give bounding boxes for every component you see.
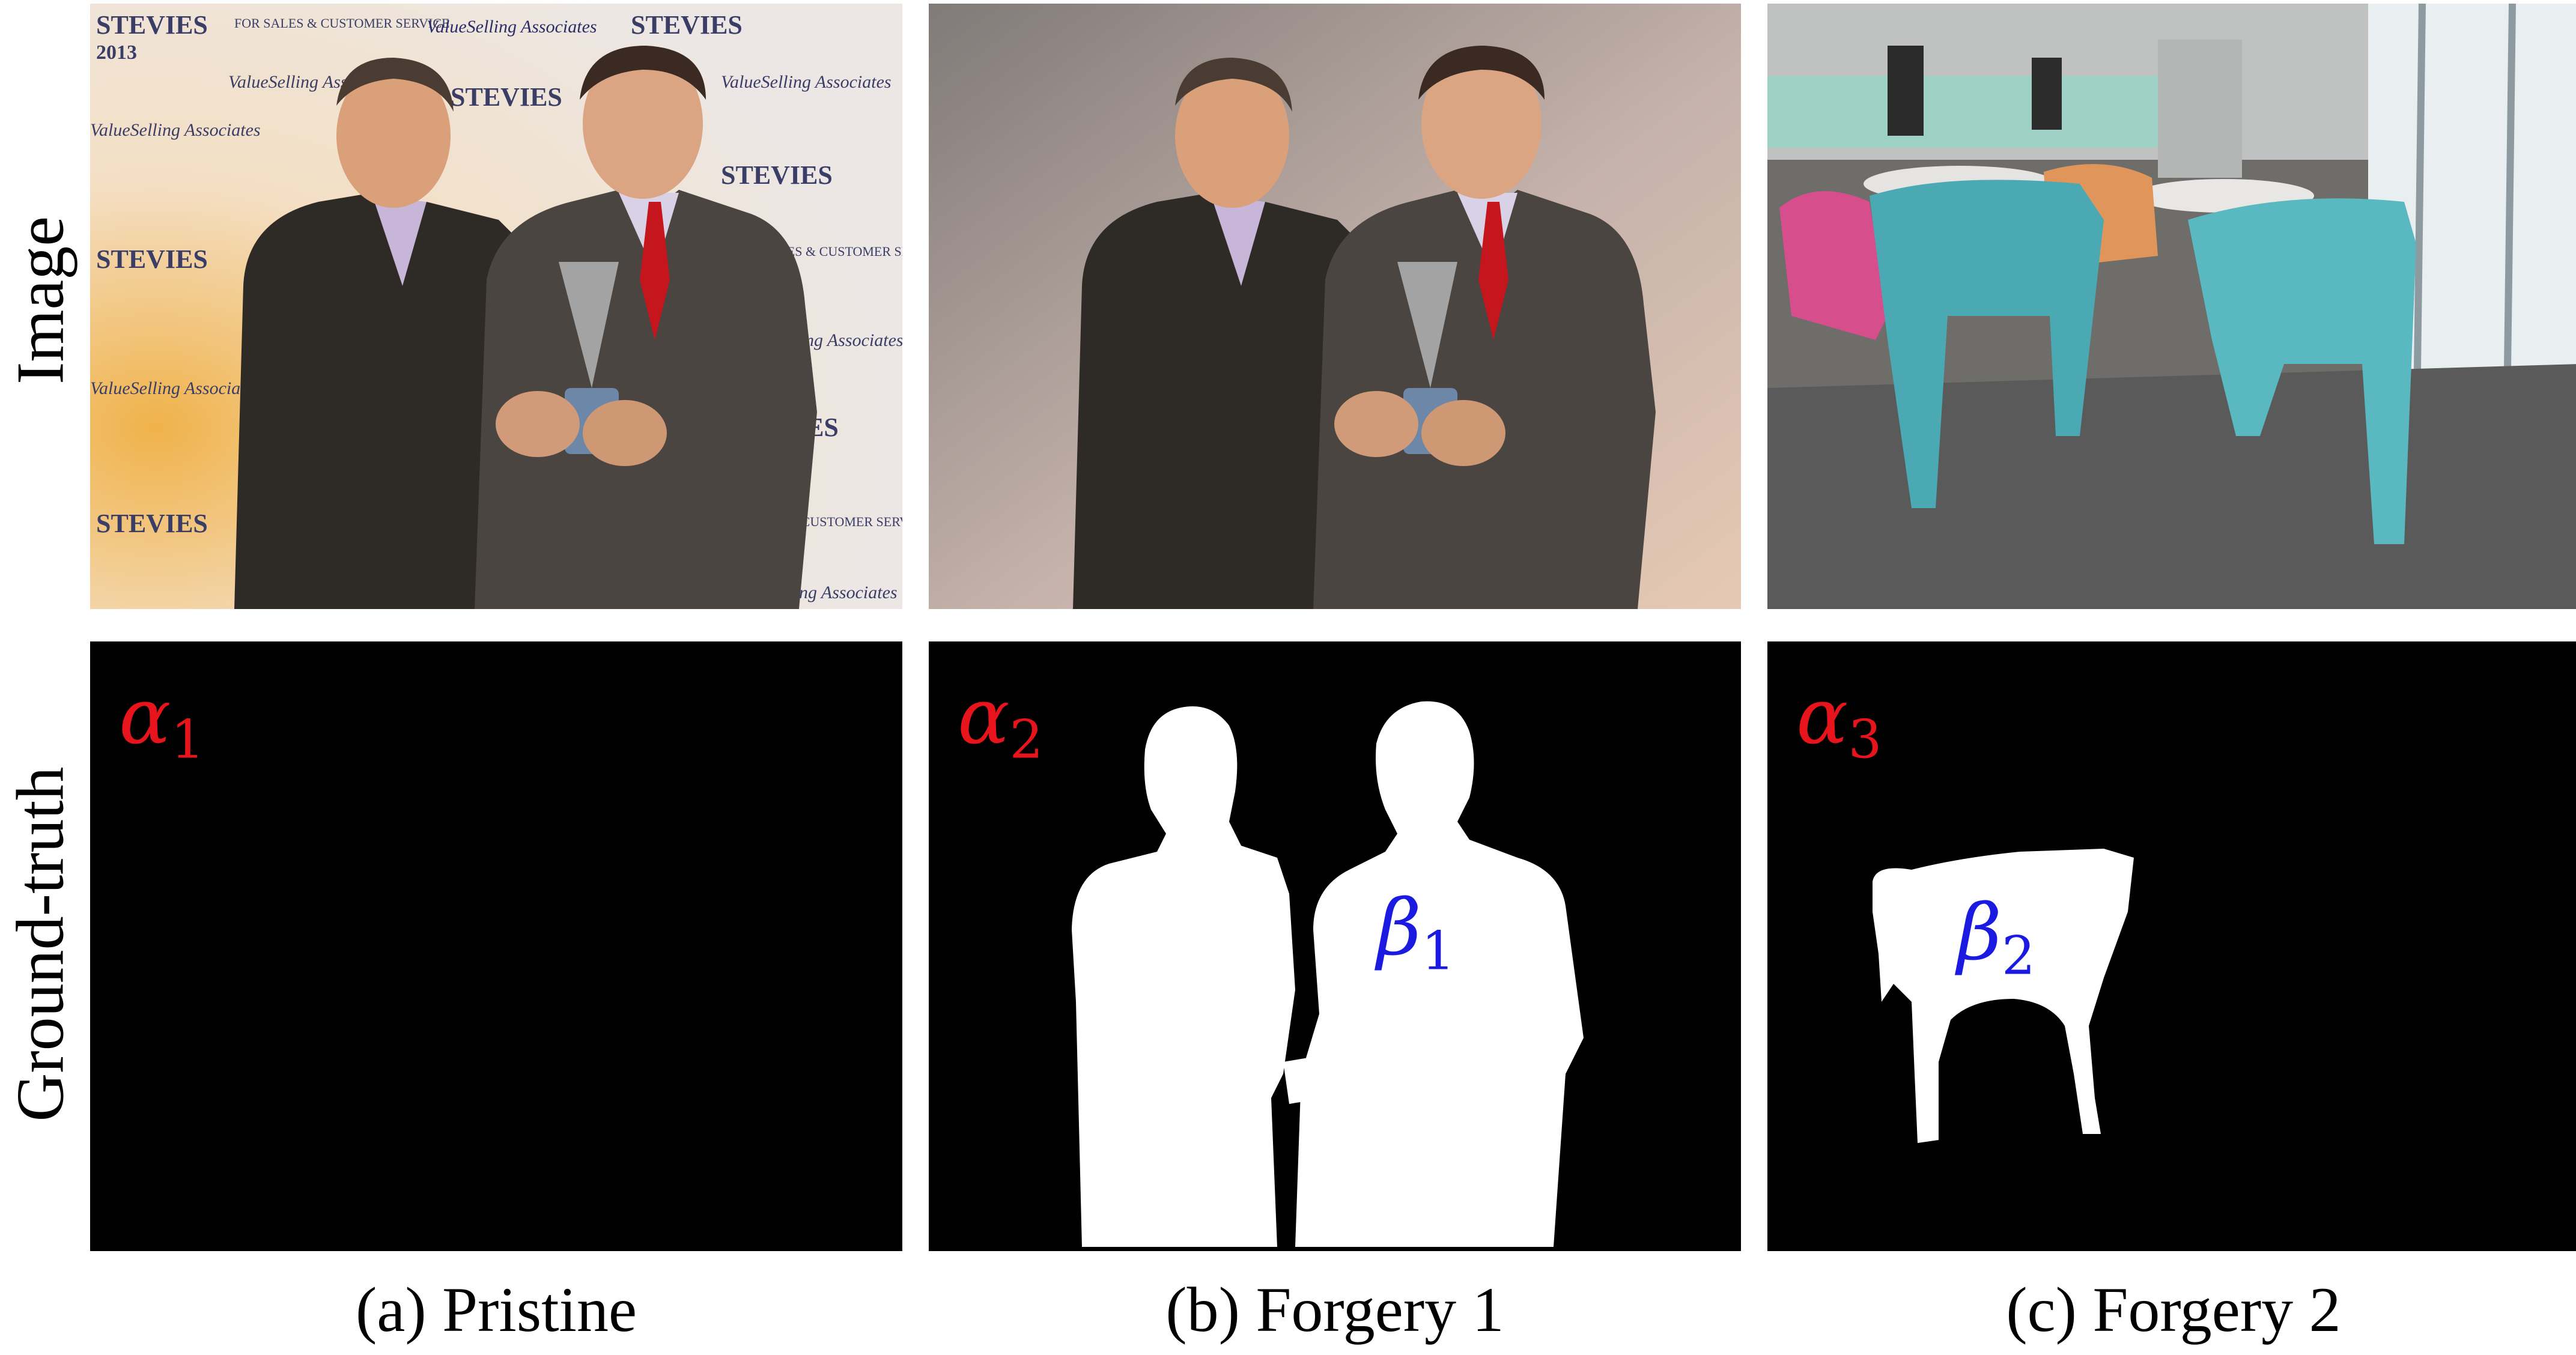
alpha-3-label: α3 bbox=[1796, 672, 1882, 771]
two-men-figures bbox=[234, 46, 817, 609]
teal-chair-right bbox=[2188, 198, 2416, 544]
pristine-photo: STEVIES 2013 FOR SALES & CUSTOMER SERVIC… bbox=[90, 4, 902, 609]
ground-truth-mask-forgery-2: α3 β2 bbox=[1767, 641, 2576, 1251]
forgery-2-photo bbox=[1767, 4, 2576, 609]
caption-forgery-1: (b) Forgery 1 bbox=[1165, 1275, 1504, 1345]
ground-truth-mask-pristine: α1 bbox=[90, 641, 902, 1251]
backdrop-tagline-text: FOR SALES & CUSTOMER SERVICE bbox=[234, 16, 449, 31]
beta-2-label: β2 bbox=[1957, 888, 2035, 987]
alpha-1-label: α1 bbox=[119, 672, 205, 771]
beta-1-label: β1 bbox=[1377, 884, 1455, 982]
person-right bbox=[2032, 58, 2062, 130]
person-left bbox=[1888, 46, 1924, 136]
two-men-figures-forged bbox=[1073, 46, 1656, 609]
fridge bbox=[2158, 40, 2242, 178]
backdrop-year-text: 2013 bbox=[96, 41, 137, 64]
caption-pristine: (a) Pristine bbox=[355, 1275, 637, 1345]
backdrop-award-text-5: STEVIES bbox=[96, 244, 208, 274]
backdrop-logo-text: ValueSelling Associates bbox=[427, 17, 597, 37]
teal-chair-front bbox=[1870, 180, 2104, 508]
floor bbox=[1767, 364, 2576, 609]
backdrop-logo-text-5: ValueSelling Associates bbox=[90, 378, 261, 398]
pink-chair bbox=[1779, 191, 1888, 340]
ground-truth-mask-forgery-1: α2 β1 bbox=[929, 641, 1741, 1251]
pristine-photo-illustration: STEVIES 2013 FOR SALES & CUSTOMER SERVIC… bbox=[90, 4, 902, 609]
backdrop-award-text: STEVIES bbox=[96, 10, 208, 40]
row-label-ground-truth: Ground-truth bbox=[3, 766, 78, 1122]
row-label-image: Image bbox=[3, 216, 78, 384]
backdrop-award-text-2: STEVIES bbox=[631, 10, 743, 40]
backdrop-award-text-3: STEVIES bbox=[451, 82, 562, 112]
caption-forgery-2: (c) Forgery 2 bbox=[2006, 1275, 2341, 1345]
forgery-1-photo-illustration bbox=[929, 4, 1741, 609]
backdrop-award-text-4: STEVIES bbox=[721, 160, 833, 190]
forgery-1-mask-shape bbox=[1072, 701, 1584, 1247]
kitchen-backsplash bbox=[1767, 76, 2188, 148]
backdrop-logo-text-4: ValueSelling Associates bbox=[90, 120, 261, 140]
alpha-2-label: α2 bbox=[958, 672, 1043, 771]
forgery-2-photo-illustration bbox=[1767, 4, 2576, 609]
forgery-2-mask-shape bbox=[1873, 849, 2134, 1143]
backdrop-logo-text-3: ValueSelling Associates bbox=[721, 72, 892, 92]
backdrop-award-text-7: STEVIES bbox=[96, 509, 208, 538]
forgery-1-photo bbox=[929, 4, 1741, 609]
